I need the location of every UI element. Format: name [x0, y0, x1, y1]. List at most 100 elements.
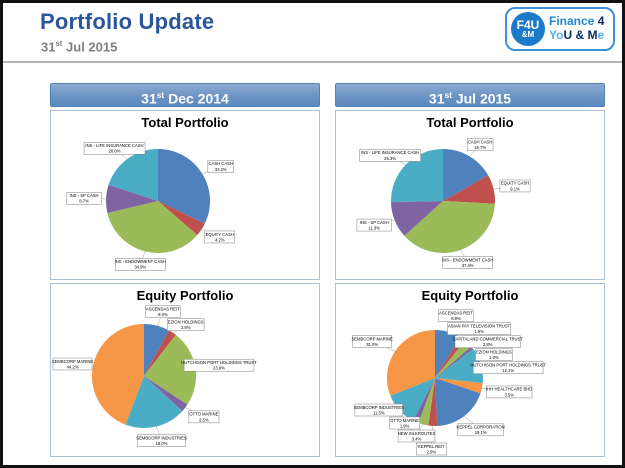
pie-label-value: 25.3%: [384, 156, 396, 161]
pie-slice-0: [158, 149, 211, 224]
pie-label-name: SEMBCORP MARINE: [52, 359, 93, 364]
pie-slice-3: [106, 184, 158, 213]
pie-label-name: ASCENDAS REIT: [146, 306, 180, 311]
pie-label-value: 20.0%: [109, 149, 121, 154]
pie-label-name: CASH CASH: [209, 161, 233, 166]
pie-slice-5: [91, 324, 144, 425]
panel-total-portfolio-jul-2015: Total Portfolio CASH CASH 16.7% EQUITY CAS…: [335, 110, 605, 280]
pie-label-value: 2.5%: [181, 325, 191, 330]
pie-label-name: CASH CASH: [468, 139, 492, 144]
chart-title: Equity Portfolio: [136, 288, 234, 303]
pie-label-box: [416, 442, 447, 456]
pie-label-box: [466, 138, 494, 151]
pie-label-name: SEMBCORP INDUSTRIES: [136, 435, 187, 440]
pie-slice-3: [435, 346, 474, 378]
pie-label-box: [447, 322, 511, 335]
pie-slice-1: [144, 330, 176, 376]
logo-icon-text-top: F4U: [516, 18, 540, 32]
pie-label-box: [66, 192, 102, 205]
column-header-dec-2014: 31st Dec 2014: [50, 83, 320, 107]
pie-label-box: [389, 416, 420, 430]
pie-label-box: [454, 335, 521, 348]
pie-slice-4: [108, 149, 158, 201]
column-jul-2015: 31st Jul 2015 Total Portfolio CASH CASH 1…: [335, 83, 605, 457]
pie-label-value: 2.5%: [199, 417, 209, 422]
pie-slice-2: [144, 334, 197, 405]
pie-label-box: [486, 385, 533, 399]
pie-label-name: IHH HEALTHCARE BHD: [486, 387, 532, 392]
logo-globe-icon: F4U &M: [511, 12, 545, 46]
pie-slice-11: [387, 330, 435, 396]
pie-label-box: [397, 429, 436, 443]
pie-label-box: [204, 230, 236, 244]
pie-label-value: 3.5%: [504, 392, 514, 397]
logo-line1: Finance 4: [549, 14, 605, 29]
pie-slice-7: [428, 378, 438, 426]
pie-label-box: [188, 410, 220, 424]
chart-title: Total Portfolio: [141, 115, 229, 130]
pie-label-name: INS - SP CASH: [360, 220, 389, 225]
pie-label-box: [356, 218, 392, 232]
pie-label-value: 1.9%: [400, 423, 410, 428]
pie-label-name: EZION HOLDINGS: [476, 350, 512, 355]
pie-label-box: [475, 348, 513, 361]
pie-label-value: 8.0%: [158, 312, 168, 317]
pie-slice-3: [391, 201, 443, 236]
pie-label-box: [115, 258, 166, 271]
pie-label-box: [354, 403, 403, 417]
pie-label-name: INS - LIFE INSURANCE CASH: [361, 150, 419, 155]
pie-label-value: 23.8%: [213, 366, 225, 371]
pie-label-box: [359, 149, 421, 162]
panel-total-portfolio-dec-2014: Total Portfolio CASH CASH 32.2% EQUITY CAS…: [50, 110, 320, 280]
pie-slice-8: [418, 378, 435, 426]
page-subtitle: 31st Jul 2015: [41, 39, 117, 54]
pie-slice-4: [125, 376, 183, 428]
pie-label-value: 19.1%: [475, 430, 487, 435]
header: Portfolio Update 31st Jul 2015 F4U &M Fi…: [3, 3, 622, 63]
pie-label-value: 31.0%: [366, 342, 378, 347]
pie-label-box: [442, 256, 493, 269]
pie-label-value: 19.0%: [156, 441, 168, 446]
pie-label-name: ASCENDAS REIT: [439, 311, 473, 316]
logo-text: Finance 4 YoU & Me: [549, 14, 605, 43]
subtitle-rest: Jul 2015: [62, 39, 118, 55]
pie-label-value: 44.2%: [67, 364, 79, 369]
pie-label-box: [207, 160, 234, 173]
pie-label-box: [52, 357, 93, 371]
pie-slice-2: [107, 201, 198, 254]
column-dec-2014: 31st Dec 2014 Total Portfolio CASH CASH 3…: [50, 83, 320, 457]
pie-slice-4: [435, 348, 483, 384]
pie-slice-9: [413, 378, 435, 424]
pie-label-value: 9.1%: [510, 186, 520, 191]
logo-line2: YoU & Me: [549, 28, 605, 42]
pie-label-value: 4.2%: [215, 237, 225, 242]
pie-slice-1: [443, 175, 495, 204]
pie-label-name: INS - SP CASH: [70, 193, 99, 198]
pie-label-value: 8.7%: [79, 199, 89, 204]
pie-label-value: 2.8%: [483, 342, 493, 347]
pie-slice-0: [443, 149, 489, 201]
page-title: Portfolio Update: [40, 9, 215, 34]
logo-icon-text-bottom: &M: [521, 30, 535, 39]
pie-slice-6: [435, 378, 481, 426]
pie-label-name: HUTCHISON PORT HOLDINGS TRUST: [181, 360, 257, 365]
pie-label-value: 11.3%: [368, 225, 380, 230]
pie-label-name: KEPPEL CORPORATION: [457, 425, 505, 430]
pie-slice-2: [435, 340, 472, 378]
pie-label-value: 1.9%: [474, 329, 484, 334]
pie-label-name: INS - LIFE INSURANCE CASH: [85, 143, 143, 148]
logo: F4U &M Finance 4 YoU & Me: [505, 7, 615, 51]
pie-label-box: [438, 309, 474, 322]
pie-slice-1: [158, 201, 205, 236]
subtitle-ordinal: st: [55, 39, 63, 48]
pie-slice-5: [435, 378, 483, 394]
pie-label-value: 32.2%: [215, 167, 227, 172]
column-header-jul-2015: 31st Jul 2015: [335, 83, 605, 107]
chart-title: Total Portfolio: [426, 115, 514, 130]
panel-equity-portfolio-jul-2015: Equity Portfolio ASCENDAS REIT 8.9% ASIAN …: [335, 283, 605, 457]
